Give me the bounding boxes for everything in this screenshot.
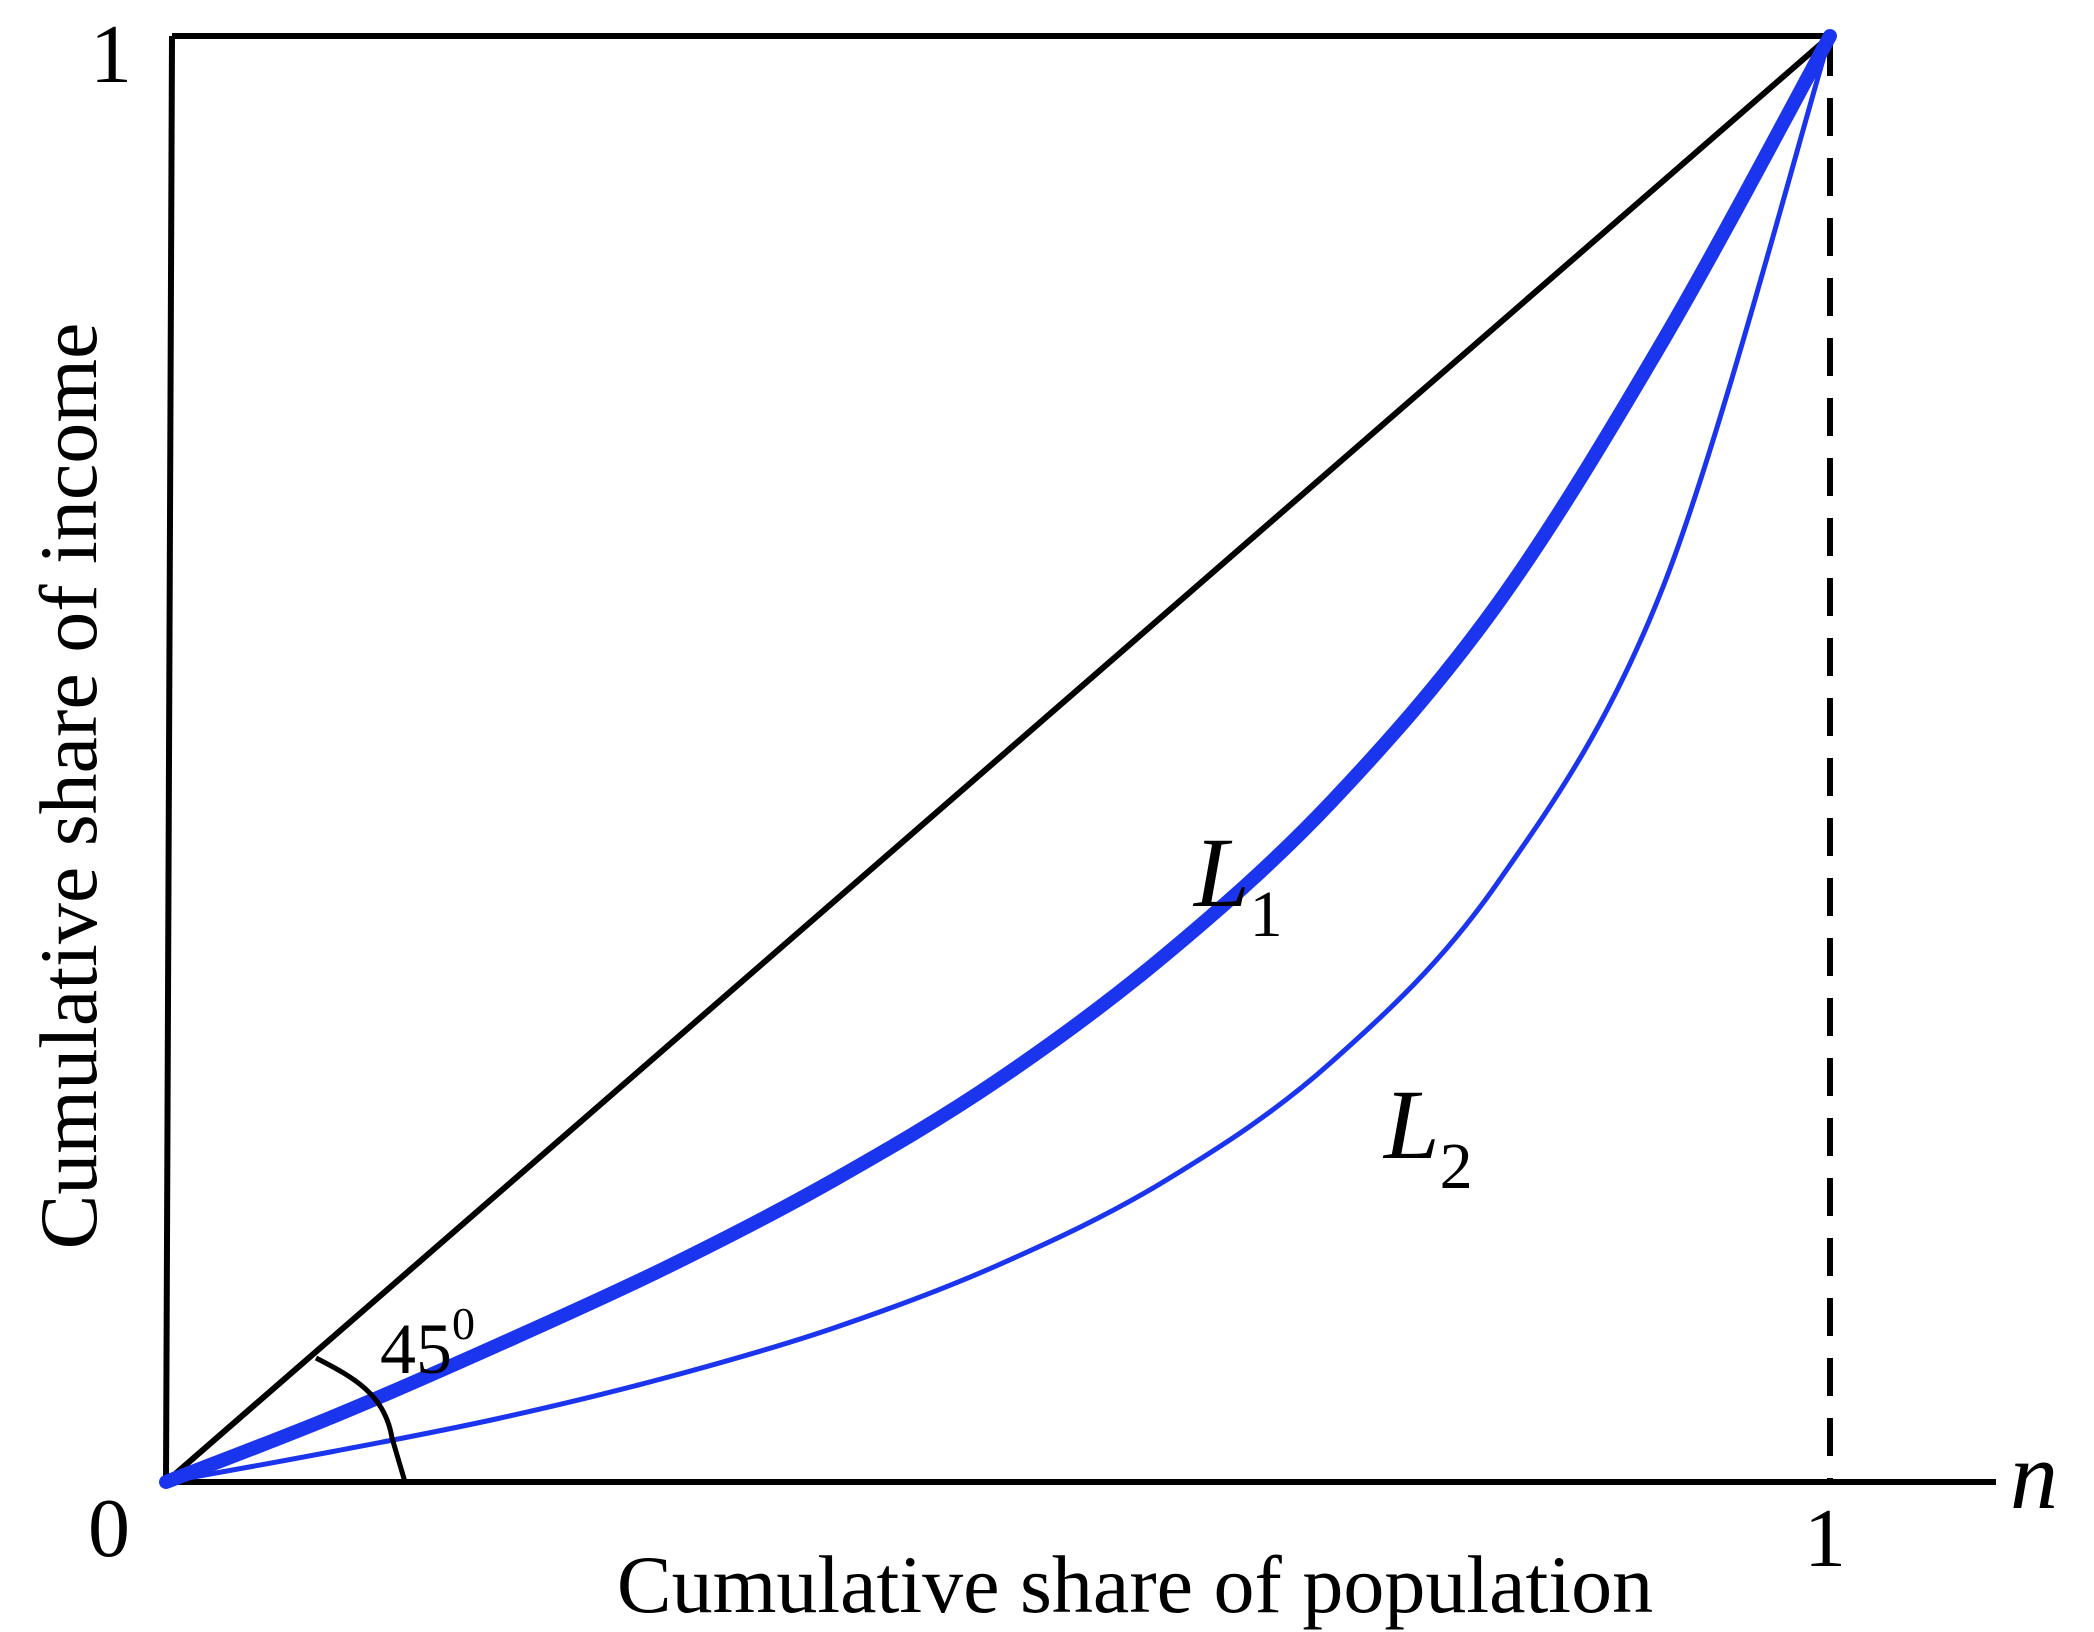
curve-label-l2: L2 xyxy=(1382,1069,1473,1203)
curve-label-l1: L1 xyxy=(1192,817,1283,951)
equality-line xyxy=(163,33,1833,1485)
angle-label: 450 xyxy=(380,1298,475,1389)
x-tick-label-max: 1 xyxy=(1804,1492,1846,1585)
y-axis-line xyxy=(163,35,175,1483)
origin-tick-label: 0 xyxy=(88,1482,130,1575)
lorenz-curve-l2 xyxy=(163,33,1833,1485)
y-axis-title: Cumulative share of income xyxy=(23,323,114,1250)
x-axis-variable-label: n xyxy=(2010,1422,2058,1529)
y-tick-label-max: 1 xyxy=(90,8,132,101)
x-axis-title: Cumulative share of population xyxy=(617,1539,1653,1630)
lorenz-curve-l1 xyxy=(159,29,1837,1489)
angle-arc xyxy=(314,1355,408,1483)
